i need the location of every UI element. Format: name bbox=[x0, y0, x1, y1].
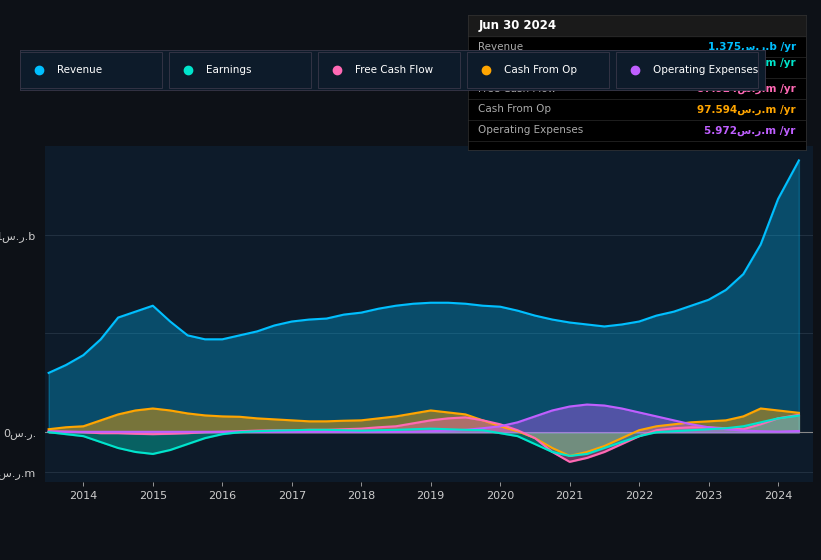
Text: 6.1%: 6.1% bbox=[671, 73, 699, 83]
Text: Cash From Op: Cash From Op bbox=[504, 65, 577, 75]
Text: Revenue: Revenue bbox=[478, 42, 523, 52]
Text: 5.972س.ر.m /yr: 5.972س.ر.m /yr bbox=[704, 125, 796, 136]
Bar bbox=[468, 15, 806, 36]
Text: Earnings: Earnings bbox=[478, 58, 524, 68]
Bar bbox=[616, 52, 758, 88]
Text: 87.924س.ر.m /yr: 87.924س.ر.m /yr bbox=[697, 83, 796, 94]
Text: Operating Expenses: Operating Expenses bbox=[654, 65, 759, 75]
Text: profit margin: profit margin bbox=[695, 73, 766, 83]
Text: Earnings: Earnings bbox=[206, 65, 252, 75]
Text: Cash From Op: Cash From Op bbox=[478, 105, 551, 114]
Text: Free Cash Flow: Free Cash Flow bbox=[355, 65, 433, 75]
Text: Operating Expenses: Operating Expenses bbox=[478, 125, 584, 136]
Text: 84.190س.ر.m /yr: 84.190س.ر.m /yr bbox=[697, 58, 796, 68]
Bar bbox=[169, 52, 310, 88]
Bar bbox=[467, 52, 608, 88]
Text: Revenue: Revenue bbox=[57, 65, 103, 75]
Bar bbox=[318, 52, 460, 88]
Bar bbox=[20, 52, 162, 88]
Text: 1.375س.ر.b /yr: 1.375س.ر.b /yr bbox=[708, 41, 796, 52]
Text: Free Cash Flow: Free Cash Flow bbox=[478, 83, 557, 94]
Text: Jun 30 2024: Jun 30 2024 bbox=[478, 19, 557, 32]
Text: 97.594س.ر.m /yr: 97.594س.ر.m /yr bbox=[697, 104, 796, 115]
